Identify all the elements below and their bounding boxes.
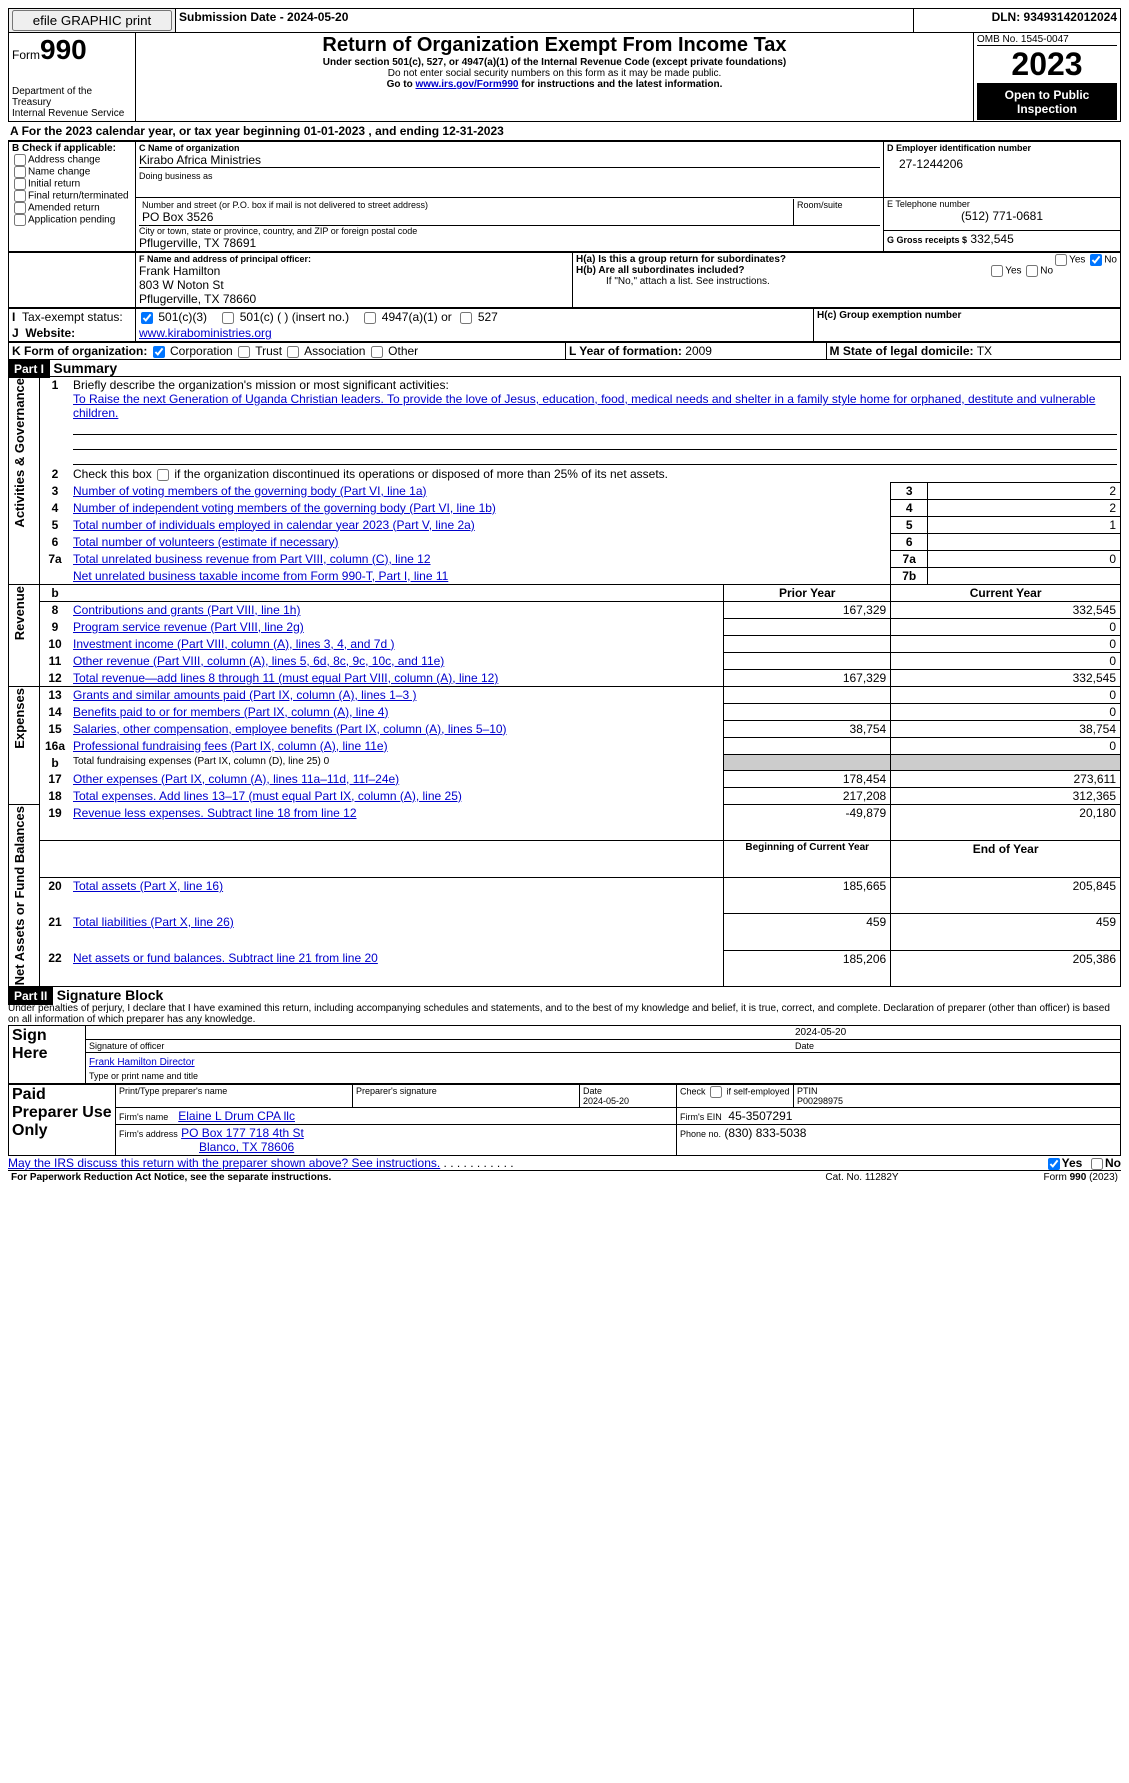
box-b: B Check if applicable: Address change Na…: [9, 142, 136, 252]
entity-info: B Check if applicable: Address change Na…: [8, 141, 1121, 252]
top-bar: efile GRAPHIC print Submission Date - 20…: [8, 8, 1121, 33]
efile-print-button[interactable]: efile GRAPHIC print: [12, 10, 172, 31]
part1-table: Activities & Governance 1 Briefly descri…: [8, 376, 1121, 987]
street: PO Box 3526: [142, 210, 790, 224]
part2-header: Part II Signature Block: [8, 987, 1121, 1003]
v4: 2: [928, 500, 1121, 517]
officer-name: Frank Hamilton: [139, 264, 569, 278]
form-title: Return of Organization Exempt From Incom…: [139, 34, 970, 57]
firm-ein: 45-3507291: [728, 1109, 792, 1123]
perjury-text: Under penalties of perjury, I declare th…: [8, 1003, 1121, 1025]
amended-return-checkbox[interactable]: [14, 202, 26, 214]
dln: DLN: 93493142012024: [914, 9, 1121, 33]
officer-signature: Frank Hamilton Director: [89, 1057, 195, 1068]
ptin: P00298975: [797, 1096, 843, 1106]
application-pending-checkbox[interactable]: [14, 214, 26, 226]
v3: 2: [928, 483, 1121, 500]
mission-text: To Raise the next Generation of Uganda C…: [73, 392, 1095, 420]
phone: (512) 771-0681: [887, 209, 1117, 223]
domicile: TX: [977, 344, 992, 358]
line-a: A For the 2023 calendar year, or tax yea…: [8, 122, 1121, 141]
hb-yes-checkbox[interactable]: [991, 265, 1003, 277]
self-employed-checkbox[interactable]: [710, 1086, 722, 1098]
irs-link[interactable]: www.irs.gov/Form990: [415, 79, 518, 90]
form-word: Form: [12, 48, 40, 62]
year-formation: 2009: [685, 344, 712, 358]
sign-here-block: Sign Here 2024-05-20 Signature of office…: [8, 1025, 1121, 1084]
ssn-warning: Do not enter social security numbers on …: [139, 68, 970, 79]
discuss-no-checkbox[interactable]: [1091, 1158, 1103, 1170]
other-checkbox[interactable]: [371, 346, 383, 358]
address-change-checkbox[interactable]: [14, 154, 26, 166]
form-number: 990: [40, 34, 87, 65]
initial-return-checkbox[interactable]: [14, 178, 26, 190]
trust-checkbox[interactable]: [238, 346, 250, 358]
side-governance: Activities & Governance: [12, 378, 27, 528]
footer: For Paperwork Reduction Act Notice, see …: [8, 1171, 1121, 1184]
501c-checkbox[interactable]: [222, 312, 234, 324]
form-subtitle: Under section 501(c), 527, or 4947(a)(1)…: [139, 57, 970, 68]
final-return-checkbox[interactable]: [14, 190, 26, 202]
preparer-phone: (830) 833-5038: [724, 1126, 806, 1140]
assoc-checkbox[interactable]: [287, 346, 299, 358]
firm-name: Elaine L Drum CPA llc: [178, 1109, 295, 1123]
v7a: 0: [928, 551, 1121, 568]
dept: Department of the TreasuryInternal Reven…: [12, 86, 132, 119]
omb: OMB No. 1545-0047: [977, 34, 1117, 46]
open-inspection: Open to Public Inspection: [977, 84, 1117, 120]
501c3-checkbox[interactable]: [141, 312, 153, 324]
tax-year: 2023: [977, 46, 1117, 84]
website-link[interactable]: www.kiraboministries.org: [139, 326, 272, 340]
part1-header: Part I Summary: [8, 360, 1121, 376]
side-revenue: Revenue: [12, 586, 27, 640]
discuss-yes-checkbox[interactable]: [1048, 1158, 1060, 1170]
gross-receipts: 332,545: [970, 232, 1013, 246]
status-block: I Tax-exempt status: 501(c)(3) 501(c) ( …: [8, 308, 1121, 342]
ha-yes-checkbox[interactable]: [1055, 254, 1067, 266]
city: Pflugerville, TX 78691: [139, 236, 880, 250]
v6: [928, 534, 1121, 551]
officer-city: Pflugerville, TX 78660: [139, 292, 569, 306]
org-name: Kirabo Africa Ministries: [139, 153, 880, 167]
submission-date: Submission Date - 2024-05-20: [176, 9, 914, 33]
v7b: [928, 568, 1121, 585]
side-expenses: Expenses: [12, 688, 27, 749]
discontinued-checkbox[interactable]: [157, 469, 169, 481]
v5: 1: [928, 517, 1121, 534]
paid-preparer-block: Paid Preparer Use Only Print/Type prepar…: [8, 1084, 1121, 1156]
side-netassets: Net Assets or Fund Balances: [12, 806, 27, 985]
form-number-cell: Form990 Department of the TreasuryIntern…: [9, 33, 136, 122]
discuss-line: May the IRS discuss this return with the…: [8, 1156, 1121, 1171]
ha-no-checkbox[interactable]: [1090, 254, 1102, 266]
hb-no-checkbox[interactable]: [1026, 265, 1038, 277]
corp-checkbox[interactable]: [153, 346, 165, 358]
form-header: Form990 Department of the TreasuryIntern…: [8, 33, 1121, 122]
goto-line: Go to www.irs.gov/Form990 for instructio…: [139, 79, 970, 90]
name-change-checkbox[interactable]: [14, 166, 26, 178]
officer-street: 803 W Noton St: [139, 278, 569, 292]
officer-h-block: F Name and address of principal officer:…: [8, 252, 1121, 308]
4947-checkbox[interactable]: [364, 312, 376, 324]
527-checkbox[interactable]: [460, 312, 472, 324]
klm-block: K Form of organization: Corporation Trus…: [8, 342, 1121, 360]
ein: 27-1244206: [887, 153, 1117, 171]
